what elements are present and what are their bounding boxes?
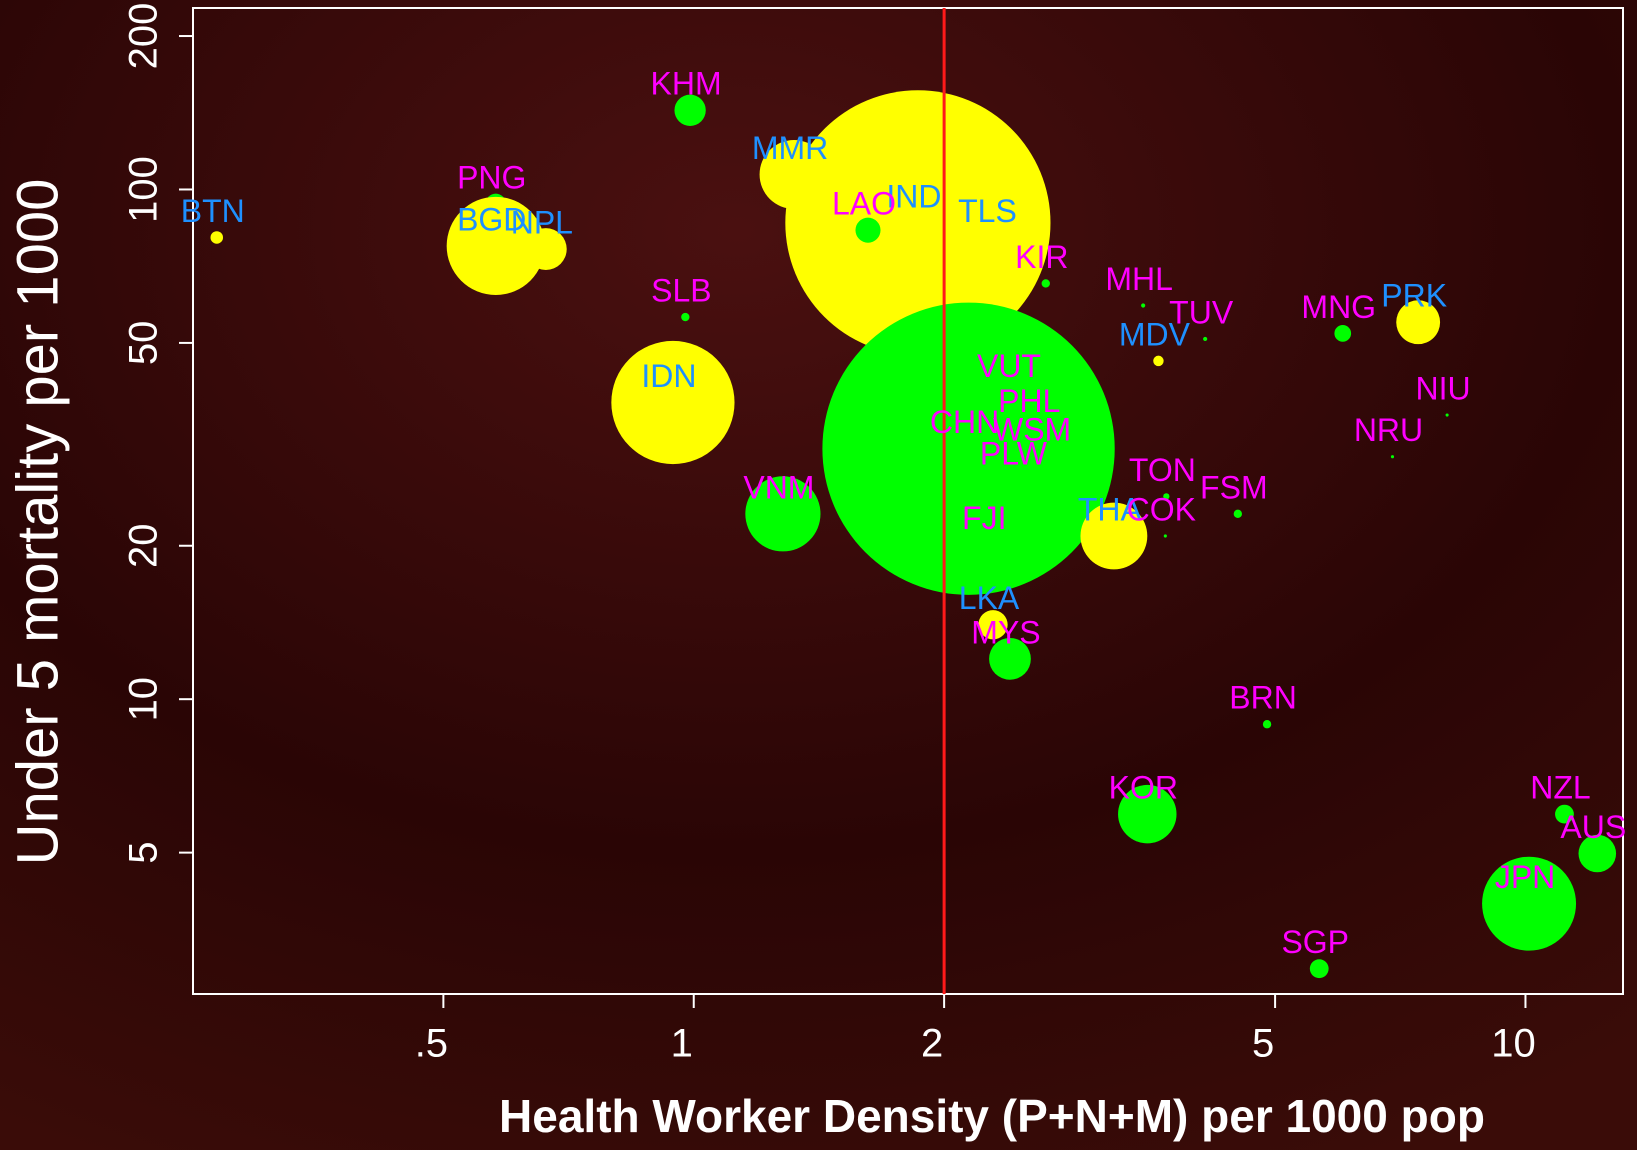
point-label: MDV [1119,316,1191,352]
bubble [1446,413,1449,416]
bubble [681,313,689,321]
point-label: SLB [651,272,711,308]
bubble [1042,279,1050,287]
point-label: KIR [1015,239,1068,275]
point-label: NZL [1530,770,1590,806]
page: Under 5 mortality per 1000 Health Worker… [0,0,1637,1150]
point-label: NIU [1416,370,1471,406]
bubble [1334,325,1351,342]
x-tick-label: 1 [671,1022,693,1066]
point-label: PRK [1381,278,1447,314]
bubble [1014,477,1020,483]
y-tick-label: 5 [122,841,166,863]
point-label: MMR [752,130,828,166]
point-label: SGP [1281,924,1349,960]
bubble [1310,959,1329,978]
y-tick-label: 200 [122,3,166,70]
point-label: MHL [1105,261,1173,297]
point-label: KOR [1109,770,1178,806]
y-axis-title: Under 5 mortality per 1000 [5,179,70,866]
bubble [822,303,1114,595]
point-label: IDN [641,358,696,394]
point-label: KHM [651,66,722,102]
point-label: FJI [962,500,1006,536]
point-label: MNG [1301,289,1376,325]
point-label: PLW [980,436,1048,472]
point-label: BTN [181,193,245,229]
point-label: TON [1129,452,1196,488]
y-tick-label: 10 [122,677,166,722]
bubble [985,542,991,548]
point-label: VNM [743,469,814,505]
bubble [1203,337,1207,341]
bubble [1263,720,1271,728]
y-tick-label: 100 [122,156,166,223]
point-label: COK [1127,491,1196,527]
x-tick-label: 10 [1491,1022,1536,1066]
bubble [1164,534,1167,537]
x-tick-label: .5 [415,1022,448,1066]
bubble [1153,356,1163,366]
point-label: AUS [1560,809,1626,845]
point-label: NPL [511,205,573,241]
point-label: FSM [1200,469,1268,505]
x-tick-label: 5 [1252,1022,1274,1066]
bubble [1391,455,1394,458]
point-label: PNG [457,160,526,196]
point-label: LKA [959,580,1020,616]
y-tick-label: 20 [122,523,166,568]
point-label: NRU [1354,412,1423,448]
point-label: TLS [958,193,1017,229]
bubble [987,233,995,241]
point-label: JPN [1495,859,1555,895]
chart: Under 5 mortality per 1000 Health Worker… [0,0,1637,1150]
x-tick-label: 2 [921,1022,943,1066]
bubble [1141,303,1145,307]
x-axis-title: Health Worker Density (P+N+M) per 1000 p… [499,1090,1485,1142]
y-tick-label: 50 [122,321,166,366]
point-label: MYS [971,614,1040,650]
point-label: LAO [832,186,896,222]
bubble [1234,510,1242,518]
bubble [210,231,223,244]
point-label: VUT [977,348,1041,384]
point-label: BRN [1229,680,1297,716]
